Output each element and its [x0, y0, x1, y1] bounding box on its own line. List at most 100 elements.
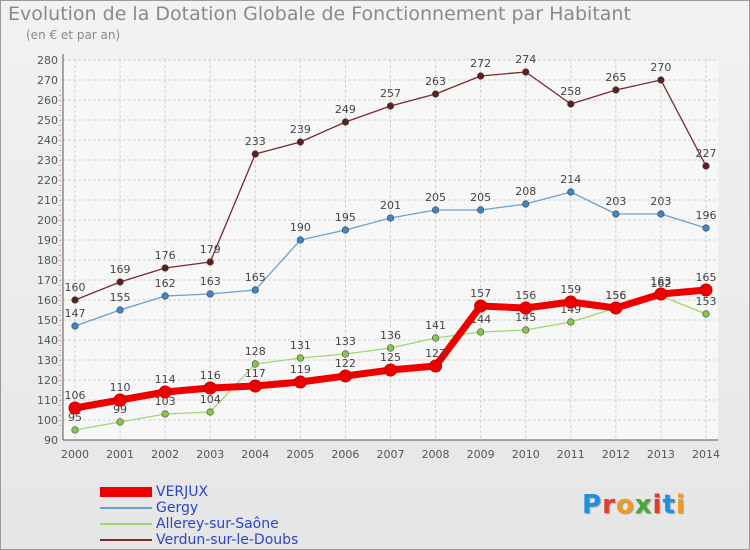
data-point: [296, 354, 304, 362]
data-point: [567, 188, 575, 196]
x-tick-label: 2000: [61, 448, 89, 461]
data-point: [431, 334, 440, 342]
data-label: 131: [290, 339, 311, 352]
y-tick-label: 190: [37, 234, 58, 247]
y-tick-label: 120: [37, 374, 58, 387]
data-point: [113, 393, 127, 407]
y-tick-label: 110: [37, 394, 58, 407]
data-label: 165: [696, 271, 717, 284]
data-point: [699, 283, 713, 297]
data-point: [71, 426, 79, 434]
data-label: 156: [605, 289, 626, 302]
data-point: [296, 138, 304, 146]
data-label: 203: [650, 195, 671, 208]
data-label: 125: [380, 351, 401, 364]
data-point: [567, 100, 575, 108]
data-label: 145: [515, 311, 536, 324]
legend-swatch: [100, 539, 152, 541]
data-label: 157: [470, 287, 491, 300]
data-label: 147: [65, 307, 86, 320]
y-tick-label: 280: [37, 54, 58, 67]
data-point: [522, 200, 530, 208]
x-tick-label: 2003: [196, 448, 224, 461]
data-point: [71, 322, 79, 330]
data-label: 95: [68, 411, 82, 424]
data-label: 270: [650, 61, 671, 74]
y-tick-label: 90: [44, 434, 58, 447]
legend-swatch: [100, 507, 152, 509]
legend-label: Allerey-sur-Saône: [156, 516, 279, 532]
y-tick-label: 170: [37, 274, 58, 287]
data-label: 117: [245, 367, 266, 380]
y-tick-label: 130: [37, 354, 58, 367]
y-tick-label: 250: [37, 114, 58, 127]
data-point: [161, 410, 169, 418]
data-label: 195: [335, 211, 356, 224]
data-point: [519, 301, 533, 315]
data-point: [206, 290, 214, 298]
data-point: [702, 162, 710, 170]
data-point: [158, 385, 172, 399]
data-label: 163: [650, 275, 671, 288]
data-label: 136: [380, 329, 401, 342]
data-point: [612, 86, 620, 94]
chart-title: Evolution de la Dotation Globale de Fonc…: [8, 3, 631, 25]
y-tick-label: 260: [37, 94, 58, 107]
data-label: 162: [155, 277, 176, 290]
data-point: [338, 369, 352, 383]
legend-label: VERJUX: [156, 484, 209, 500]
data-point: [564, 295, 578, 309]
x-tick-label: 2014: [692, 448, 720, 461]
x-tick-label: 2010: [512, 448, 540, 461]
data-point: [251, 286, 259, 294]
data-point: [522, 326, 530, 334]
data-label: 116: [200, 369, 221, 382]
data-point: [341, 350, 350, 358]
legend-label: Gergy: [156, 500, 199, 516]
data-point: [657, 210, 665, 218]
data-label: 155: [110, 291, 131, 304]
x-tick-label: 2013: [647, 448, 675, 461]
data-point: [702, 224, 710, 232]
y-tick-label: 150: [37, 314, 58, 327]
legend-swatch: [100, 523, 152, 525]
y-tick-label: 140: [37, 334, 58, 347]
x-tick-label: 2001: [106, 448, 134, 461]
data-point: [431, 90, 440, 98]
data-label: 257: [380, 87, 401, 100]
data-point: [248, 379, 262, 393]
data-point: [341, 226, 350, 234]
data-label: 99: [113, 403, 127, 416]
data-label: 119: [290, 363, 311, 376]
data-point: [116, 418, 124, 426]
data-point: [206, 258, 214, 266]
data-point: [431, 206, 440, 214]
data-label: 133: [335, 335, 356, 348]
data-point: [654, 287, 668, 301]
data-label: 156: [605, 289, 626, 302]
chart-subtitle: (en € et par an): [26, 28, 121, 42]
data-label: 274: [515, 53, 536, 66]
data-label: 128: [245, 345, 266, 358]
x-tick-label: 2009: [467, 448, 495, 461]
data-point: [429, 359, 443, 373]
data-label: 249: [335, 103, 356, 116]
y-tick-label: 200: [37, 214, 58, 227]
data-point: [612, 210, 620, 218]
data-label: 169: [110, 263, 131, 276]
data-label: 106: [65, 389, 86, 402]
data-label: 205: [425, 191, 446, 204]
data-point: [657, 76, 665, 84]
data-point: [474, 299, 488, 313]
data-label: 165: [245, 271, 266, 284]
y-tick-label: 240: [37, 134, 58, 147]
y-tick-label: 220: [37, 174, 58, 187]
data-label: 265: [605, 71, 626, 84]
data-point: [567, 318, 575, 326]
y-tick-label: 160: [37, 294, 58, 307]
data-label: 141: [425, 319, 446, 332]
x-tick-label: 2008: [422, 448, 450, 461]
data-point: [609, 301, 623, 315]
proxiti-logo: Proxiti: [582, 490, 686, 520]
